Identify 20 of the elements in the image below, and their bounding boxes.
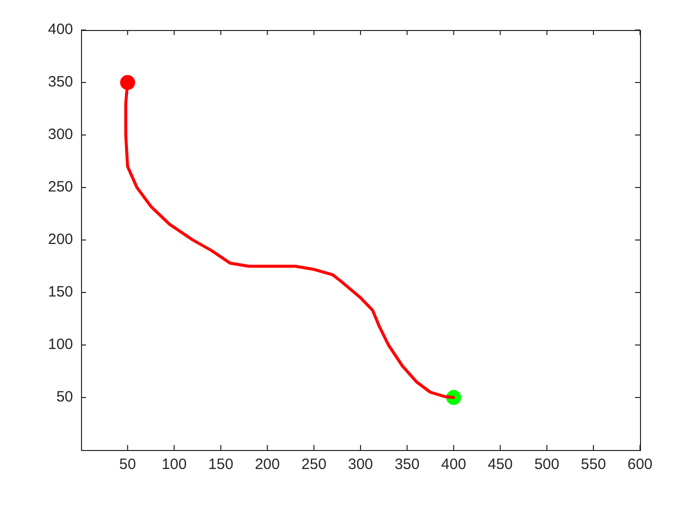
x-tick-label: 300	[348, 456, 374, 474]
x-tick-label: 100	[162, 456, 187, 474]
x-tick-label: 450	[488, 456, 513, 474]
x-tick-label: 50	[119, 456, 136, 474]
x-tick-label: 200	[254, 456, 280, 474]
x-tick-label: 400	[441, 456, 466, 474]
x-tick-label: 350	[394, 456, 420, 474]
y-tick-label: 250	[48, 178, 74, 196]
y-tick-label: 350	[48, 74, 74, 91]
x-tick-label: 250	[301, 456, 326, 474]
x-tick-label: 600	[627, 456, 653, 474]
y-tick-label: 300	[48, 126, 74, 144]
y-tick-label: 150	[48, 284, 74, 301]
y-tick-label: 100	[48, 336, 74, 354]
x-tick-label: 550	[580, 456, 606, 474]
y-tick-label: 50	[56, 388, 74, 406]
y-tick-label: 200	[48, 231, 74, 248]
x-tick-label: 500	[534, 456, 560, 474]
x-tick-label: 150	[208, 456, 234, 474]
y-tick-label: 400	[48, 21, 74, 38]
